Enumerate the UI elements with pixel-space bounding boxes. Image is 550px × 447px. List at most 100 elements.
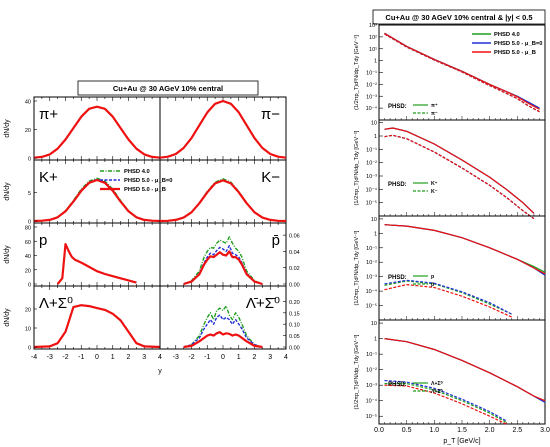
- spectra-panel-kaons: 10 1 10⁻¹ 10⁻² 10⁻³ 10⁻⁴ 10⁻⁵ PHSD: K⁺ K⁻ (1/2πp_T…: [354, 119, 546, 220]
- x-tick-label: -3: [173, 354, 179, 361]
- y-tick-label: 10: [25, 327, 31, 333]
- x-tick-label: 0: [221, 354, 225, 361]
- series-line: [384, 127, 535, 214]
- particle-label: K−: [261, 169, 280, 186]
- x-axis-label: y: [158, 368, 162, 375]
- series-line: [159, 99, 287, 159]
- y-tick-label: 10⁻⁵: [366, 303, 377, 310]
- legend-species: p̄: [431, 282, 434, 288]
- panel-lambdabar: 0.00 0.05 0.10 0.15 0.20 Λ̄+Σ̄⁰: [159, 285, 300, 352]
- series-line: [384, 134, 535, 220]
- x-axis-label: p_T [GeV/c]: [443, 438, 480, 445]
- phsd-label: PHSD:: [388, 104, 407, 110]
- y-tick-label: 10: [371, 121, 377, 127]
- title-box: [77, 80, 259, 96]
- series-line: [183, 314, 263, 348]
- x-tick-label: 0: [95, 354, 99, 361]
- panel-frame: [378, 119, 546, 217]
- title-box: [372, 9, 546, 25]
- y-tick-label: 10⁻¹: [366, 352, 377, 358]
- y-tick-label: 40: [25, 100, 31, 106]
- phsd-label: PHSD:: [388, 382, 407, 388]
- legend-species: π⁻: [431, 111, 438, 117]
- x-tick-label: -2: [188, 354, 194, 361]
- x-tick-label: 1.0: [429, 427, 439, 434]
- y-tick-label: 10¹: [369, 47, 377, 53]
- spectra-panel-lambdas: 10 1 10⁻¹ 10⁻² 10⁻³ 10⁻⁴ 10⁻⁵ PHSD: Λ+Σ⁰ Λ̄+Σ̄⁰ (1…: [354, 319, 546, 425]
- series-line: [384, 134, 535, 220]
- y-tick-label: 10⁻²: [366, 368, 377, 374]
- y-tick-label: 10⁻⁴: [366, 186, 378, 193]
- panel-frame: [378, 319, 546, 425]
- series-line: [384, 338, 546, 402]
- legend-species: K⁺: [431, 181, 438, 187]
- particle-label: π+: [39, 106, 58, 123]
- series-line: [384, 127, 535, 214]
- x-tick-label: 1: [111, 354, 115, 361]
- x-tick-label: 3.0: [540, 427, 550, 434]
- y-axis-label: (1/2πp_T)d²N/dp_Tdy [GeV⁻²]: [354, 130, 360, 205]
- spectra-panel-pions: 10³ 10² 10¹ 1 10⁻¹ 10⁻² 10⁻³ 10⁻⁴ PHSD: π⁺ π⁻ (1/2π…: [354, 23, 546, 121]
- y-tick-label: 0.04: [289, 250, 300, 256]
- y-tick-label: 10⁻³: [366, 94, 377, 100]
- y-tick-label: 40: [25, 254, 31, 260]
- y-tick-label: 10⁻⁴: [366, 398, 378, 405]
- series-line: [384, 224, 546, 276]
- y-tick-label: 10²: [369, 35, 377, 41]
- series-line: [56, 243, 137, 285]
- y-tick-label: 0.05: [289, 334, 300, 340]
- x-tick-label: 4: [284, 354, 288, 361]
- legend-species: Λ+Σ⁰: [431, 381, 443, 387]
- series-line: [57, 243, 137, 285]
- x-tick-label: -4: [31, 354, 37, 361]
- series-line: [384, 279, 513, 315]
- series-line: [57, 243, 137, 285]
- y-tick-label: 10⁻³: [366, 174, 377, 180]
- panel-k_minus: K−: [159, 159, 287, 224]
- series-line: [33, 105, 161, 159]
- y-tick-label: 0.20: [289, 300, 300, 306]
- particle-label: π−: [261, 106, 280, 123]
- legend-species: π⁺: [431, 103, 438, 109]
- legend-label: PHSD 5.0 - μ_B=0: [494, 41, 543, 47]
- panel-pi_plus: 0 20 40 π+: [25, 96, 161, 163]
- y-tick-label: 20: [25, 128, 31, 134]
- y-tick-label: 20: [25, 308, 31, 314]
- legend-label: PHSD 5.0 - μ_B: [124, 187, 166, 193]
- x-tick-label: 0.0: [374, 427, 384, 434]
- series-line: [384, 280, 513, 315]
- series-line: [183, 305, 263, 348]
- y-tick-label: 10: [371, 217, 377, 223]
- panel-frame: [378, 215, 546, 321]
- phsd-label: PHSD:: [388, 275, 407, 281]
- x-tick-label: 1: [237, 354, 241, 361]
- y-tick-label: 0.06: [289, 234, 300, 240]
- series-line: [183, 236, 263, 285]
- x-tick-label: -3: [47, 354, 53, 361]
- y-tick-label: 0: [28, 283, 31, 289]
- particle-label: Λ̄+Σ̄⁰: [246, 295, 280, 312]
- particle-label: p: [39, 232, 47, 249]
- y-tick-label: 1: [374, 337, 377, 343]
- panel-lambda: 0 10 20 Λ+Σ⁰: [25, 285, 161, 352]
- series-line: [384, 224, 546, 275]
- legend-label: PHSD 4.0: [494, 32, 520, 38]
- panel-p: 0 20 40 60 80 p: [25, 222, 161, 289]
- series-line: [159, 179, 287, 223]
- legend-label: PHSD 5.0 - μ_B=0: [124, 178, 173, 184]
- y-tick-label: 10⁻²: [366, 82, 377, 88]
- y-tick-label: 0: [28, 346, 31, 352]
- y-tick-label: 10⁻⁵: [366, 413, 377, 420]
- y-axis-label: dN/dy: [4, 245, 11, 264]
- y-tick-label: 10⁻¹: [366, 71, 377, 77]
- y-tick-label: 10⁻²: [366, 260, 377, 266]
- x-tick-label: 2.0: [485, 427, 495, 434]
- series-line: [384, 32, 540, 110]
- y-tick-label: 10⁻¹: [366, 147, 377, 153]
- x-tick-label: 0.5: [402, 427, 412, 434]
- legend-species: p: [431, 274, 434, 280]
- legend-label: PHSD 4.0: [124, 169, 150, 175]
- y-axis-label: dN/dy: [4, 308, 11, 327]
- y-tick-label: 0.00: [289, 346, 300, 352]
- y-tick-label: 1: [374, 231, 377, 237]
